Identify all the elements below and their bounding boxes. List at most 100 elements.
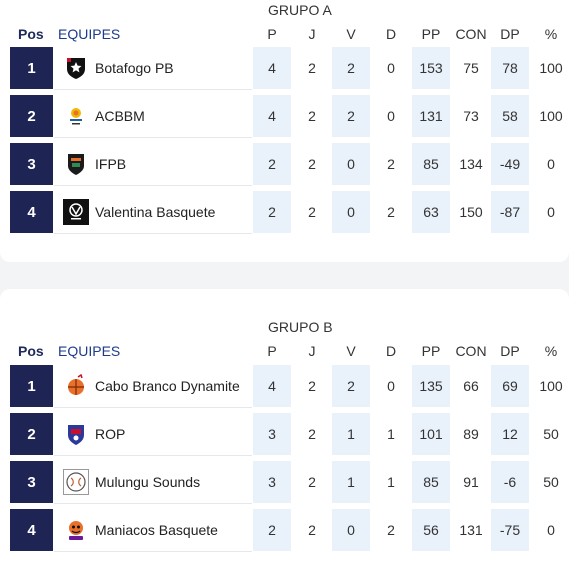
position: 3 bbox=[10, 461, 53, 503]
stat-p: 2 bbox=[253, 191, 291, 233]
position: 3 bbox=[10, 143, 53, 185]
header-j: J bbox=[308, 26, 316, 42]
stat-pp: 153 bbox=[412, 47, 450, 89]
team-name: ROP bbox=[95, 426, 126, 442]
team-cell[interactable]: ACBBM bbox=[54, 95, 252, 138]
botafogo-logo-icon bbox=[63, 55, 89, 81]
team-name: Maniacos Basquete bbox=[95, 522, 218, 538]
header-con: CON bbox=[455, 26, 487, 42]
header-dp: DP bbox=[500, 26, 520, 42]
stat-v: 0 bbox=[332, 143, 370, 185]
stat-j: 2 bbox=[308, 204, 316, 220]
stat-con: 89 bbox=[463, 426, 479, 442]
position: 4 bbox=[10, 509, 53, 551]
stat-j: 2 bbox=[308, 60, 316, 76]
table-header: Pos EQUIPES P J V D PP CON DP % bbox=[0, 343, 569, 361]
stat-dp: 12 bbox=[491, 413, 529, 455]
header-j: J bbox=[308, 343, 316, 359]
stat-con: 91 bbox=[463, 474, 479, 490]
stat-con: 75 bbox=[463, 60, 479, 76]
stat-dp: -75 bbox=[491, 509, 529, 551]
header-con: CON bbox=[455, 343, 487, 359]
stat-pct: 0 bbox=[547, 156, 555, 172]
dynamite-logo-icon bbox=[63, 373, 89, 399]
stat-p: 3 bbox=[253, 413, 291, 455]
stat-j: 2 bbox=[308, 426, 316, 442]
mulungu-logo-icon bbox=[63, 469, 89, 495]
stat-v: 2 bbox=[332, 95, 370, 137]
stat-j: 2 bbox=[308, 108, 316, 124]
table-row[interactable]: 4 Maniacos Basquete 2 2 0 2 56 131 -75 0 bbox=[0, 509, 569, 552]
stat-pp: 63 bbox=[412, 191, 450, 233]
stat-v: 0 bbox=[332, 509, 370, 551]
header-d: D bbox=[385, 26, 397, 42]
position: 1 bbox=[10, 47, 53, 89]
stat-dp: 58 bbox=[491, 95, 529, 137]
position: 1 bbox=[10, 365, 53, 407]
group-b-card: GRUPO B Pos EQUIPES P J V D PP CON DP % … bbox=[0, 289, 569, 569]
group-a-card: GRUPO A Pos EQUIPES P J V D PP CON DP % … bbox=[0, 0, 569, 262]
stat-p: 4 bbox=[253, 365, 291, 407]
header-p: P bbox=[267, 343, 277, 359]
stat-v: 1 bbox=[332, 413, 370, 455]
stat-pct: 100 bbox=[539, 60, 563, 76]
stat-pp: 85 bbox=[412, 143, 450, 185]
team-cell[interactable]: IFPB bbox=[54, 143, 252, 186]
team-name: Botafogo PB bbox=[95, 60, 174, 76]
table-row[interactable]: 3 Mulungu Sounds 3 2 1 1 85 91 -6 50 bbox=[0, 461, 569, 504]
table-row[interactable]: 3 IFPB 2 2 0 2 85 134 -49 0 bbox=[0, 143, 569, 186]
header-d: D bbox=[385, 343, 397, 359]
team-cell[interactable]: Maniacos Basquete bbox=[54, 509, 252, 552]
stat-con: 134 bbox=[459, 156, 483, 172]
stat-p: 4 bbox=[253, 47, 291, 89]
header-pos: Pos bbox=[18, 26, 44, 42]
ifpb-logo-icon bbox=[63, 151, 89, 177]
team-cell[interactable]: Cabo Branco Dynamite bbox=[54, 365, 252, 408]
table-row[interactable]: 2 ROP 3 2 1 1 101 89 12 50 bbox=[0, 413, 569, 456]
valentina-logo-icon bbox=[63, 199, 89, 225]
header-dp: DP bbox=[500, 343, 520, 359]
stat-con: 66 bbox=[463, 378, 479, 394]
stat-p: 3 bbox=[253, 461, 291, 503]
stat-j: 2 bbox=[308, 156, 316, 172]
stat-pct: 0 bbox=[547, 204, 555, 220]
stat-dp: -6 bbox=[491, 461, 529, 503]
maniacos-logo-icon bbox=[63, 517, 89, 543]
team-name: IFPB bbox=[95, 156, 127, 172]
stat-v: 2 bbox=[332, 365, 370, 407]
table-header: Pos EQUIPES P J V D PP CON DP % bbox=[0, 26, 569, 44]
stat-pp: 56 bbox=[412, 509, 450, 551]
table-row[interactable]: 2 ACBBM 4 2 2 0 131 73 58 100 bbox=[0, 95, 569, 138]
stat-dp: -87 bbox=[491, 191, 529, 233]
stat-pct: 100 bbox=[539, 378, 563, 394]
stat-dp: 69 bbox=[491, 365, 529, 407]
stat-pct: 0 bbox=[547, 522, 555, 538]
team-cell[interactable]: ROP bbox=[54, 413, 252, 456]
stat-j: 2 bbox=[308, 522, 316, 538]
table-row[interactable]: 1 Botafogo PB 4 2 2 0 153 75 78 100 bbox=[0, 47, 569, 90]
stat-pct: 100 bbox=[539, 108, 563, 124]
stat-pct: 50 bbox=[543, 426, 559, 442]
rop-logo-icon bbox=[63, 421, 89, 447]
team-name: Mulungu Sounds bbox=[95, 474, 201, 490]
stat-dp: 78 bbox=[491, 47, 529, 89]
header-pct: % bbox=[544, 343, 558, 359]
stat-d: 2 bbox=[387, 522, 395, 538]
group-title: GRUPO A bbox=[268, 2, 332, 18]
table-row[interactable]: 4 Valentina Basquete 2 2 0 2 63 150 -87 … bbox=[0, 191, 569, 234]
team-cell[interactable]: Botafogo PB bbox=[54, 47, 252, 90]
stat-d: 2 bbox=[387, 204, 395, 220]
stat-j: 2 bbox=[308, 378, 316, 394]
stat-d: 2 bbox=[387, 156, 395, 172]
team-cell[interactable]: Mulungu Sounds bbox=[54, 461, 252, 504]
stat-v: 1 bbox=[332, 461, 370, 503]
team-cell[interactable]: Valentina Basquete bbox=[54, 191, 252, 234]
stat-con: 73 bbox=[463, 108, 479, 124]
table-row[interactable]: 1 Cabo Branco Dynamite 4 2 2 0 135 66 69… bbox=[0, 365, 569, 408]
stat-p: 2 bbox=[253, 509, 291, 551]
header-pp: PP bbox=[421, 343, 441, 359]
stat-con: 131 bbox=[459, 522, 483, 538]
stat-d: 0 bbox=[387, 60, 395, 76]
header-team: EQUIPES bbox=[58, 26, 121, 42]
stat-pct: 50 bbox=[543, 474, 559, 490]
